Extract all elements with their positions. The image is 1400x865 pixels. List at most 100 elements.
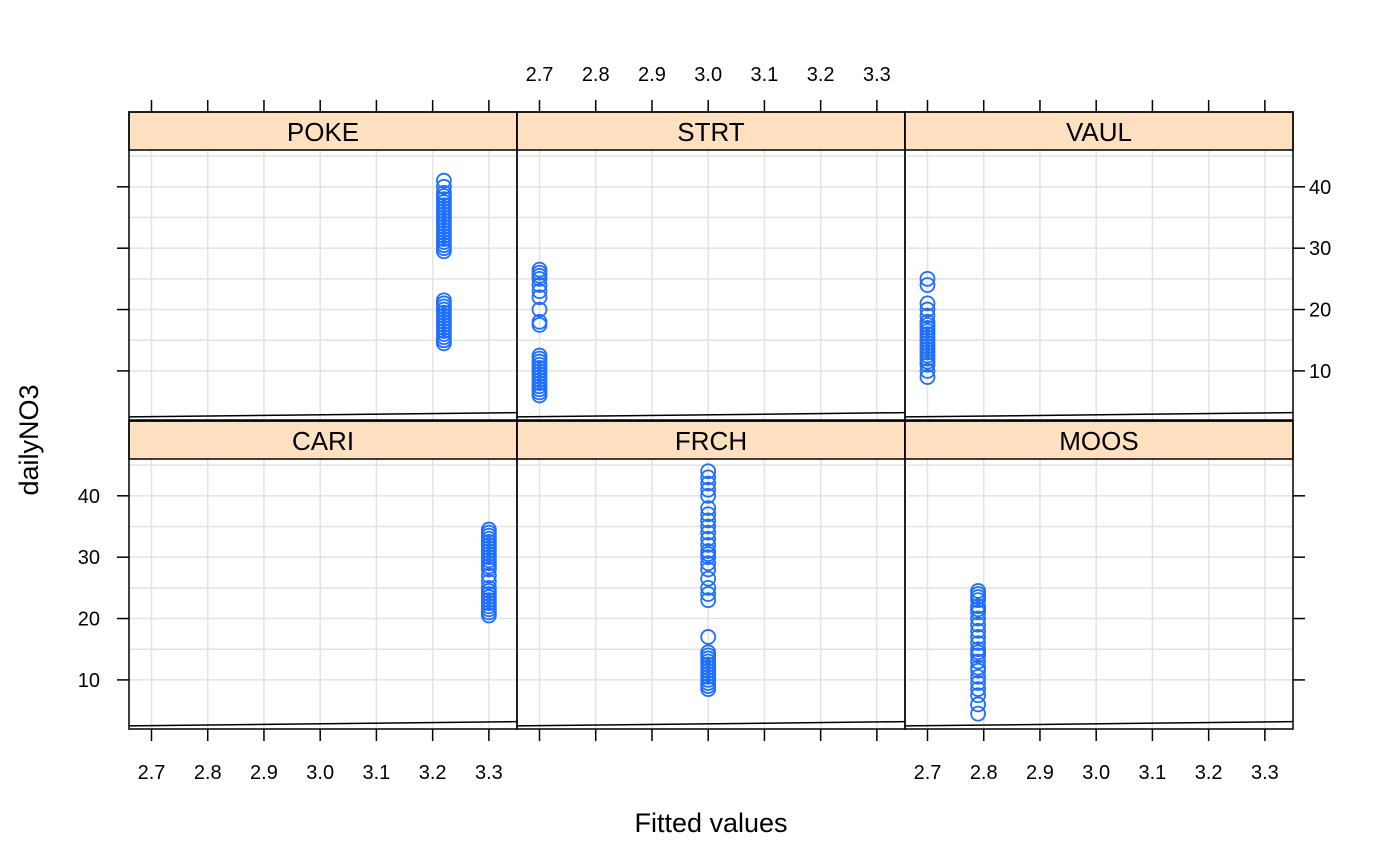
panel-border bbox=[128, 111, 518, 421]
data-point bbox=[700, 500, 717, 516]
data-point bbox=[531, 277, 548, 293]
data-point bbox=[700, 475, 717, 492]
data-point bbox=[700, 512, 717, 529]
strip-background bbox=[128, 420, 518, 460]
data-point bbox=[700, 524, 717, 541]
data-point bbox=[480, 579, 497, 596]
x-tick-label: 3.0 bbox=[1082, 762, 1110, 784]
fit-line bbox=[128, 720, 518, 727]
y-tick-label: 30 bbox=[1309, 238, 1331, 260]
data-point bbox=[970, 610, 987, 627]
strip-label-strt: STRT bbox=[677, 117, 745, 147]
data-point bbox=[531, 301, 548, 318]
data-point bbox=[919, 277, 936, 293]
panel-strt: STRT bbox=[516, 111, 906, 421]
data-point bbox=[700, 543, 717, 559]
data-point bbox=[700, 570, 717, 587]
data-point bbox=[700, 592, 717, 609]
data-point bbox=[919, 301, 936, 318]
data-point bbox=[919, 363, 936, 379]
x-tick-label: 3.3 bbox=[863, 64, 891, 86]
data-point bbox=[970, 635, 987, 651]
data-point bbox=[970, 583, 987, 599]
y-tick-label: 10 bbox=[1309, 361, 1331, 383]
axes-layer: 2.7 2.8 2.9 3.0 3.1 3.2 3.3 2.7 2.8 2.9 3.0 3.1 3.2 3… bbox=[78, 64, 1332, 784]
data-point bbox=[970, 659, 987, 676]
y-tick-label: 40 bbox=[1309, 177, 1331, 199]
data-point bbox=[531, 283, 548, 300]
data-point bbox=[970, 598, 987, 615]
y-tick-label: 20 bbox=[1309, 300, 1331, 322]
panel-border bbox=[516, 111, 906, 421]
data-point bbox=[970, 696, 987, 713]
strip-label-vaul: VAUL bbox=[1066, 117, 1132, 147]
x-tick-label: 2.8 bbox=[970, 762, 998, 784]
data-point bbox=[919, 307, 936, 324]
data-point bbox=[919, 295, 936, 312]
panels-layer: POKE STRT VAUL CARI FRCH MOOS bbox=[128, 111, 1294, 730]
data-point bbox=[700, 481, 717, 498]
data-point bbox=[435, 172, 452, 189]
data-point bbox=[700, 518, 717, 535]
data-point bbox=[435, 185, 452, 201]
data-point bbox=[480, 573, 497, 590]
x-tick-label: 3.3 bbox=[1251, 762, 1279, 784]
strip-background bbox=[904, 111, 1294, 151]
x-tick-label: 2.7 bbox=[138, 762, 166, 784]
data-point bbox=[531, 347, 548, 364]
fit-line bbox=[516, 411, 906, 418]
fit-line bbox=[904, 411, 1294, 418]
data-point bbox=[970, 616, 987, 633]
y-tick-label: 20 bbox=[78, 609, 100, 631]
x-tick-label: 2.7 bbox=[914, 762, 942, 784]
fit-line bbox=[128, 411, 518, 418]
data-point bbox=[970, 687, 987, 704]
panel-poke: POKE bbox=[128, 111, 518, 421]
data-point bbox=[700, 469, 717, 486]
data-point bbox=[970, 629, 987, 645]
panel-moos: MOOS bbox=[904, 420, 1294, 730]
x-axis-title: Fitted values bbox=[634, 808, 787, 838]
x-tick-label: 2.9 bbox=[638, 64, 666, 86]
x-tick-label: 2.8 bbox=[582, 64, 610, 86]
strip-label-cari: CARI bbox=[292, 426, 354, 456]
strip-background bbox=[904, 420, 1294, 460]
panel-vaul: VAUL bbox=[904, 111, 1294, 421]
y-tick-label: 10 bbox=[78, 670, 100, 692]
data-point bbox=[700, 530, 717, 547]
panel-border bbox=[904, 420, 1294, 730]
data-point bbox=[970, 668, 987, 685]
y-tick-label: 40 bbox=[78, 486, 100, 508]
x-tick-label: 3.1 bbox=[363, 762, 391, 784]
strip-label-frch: FRCH bbox=[675, 426, 747, 456]
data-point bbox=[700, 537, 717, 553]
data-point bbox=[970, 622, 987, 639]
fit-line bbox=[904, 720, 1294, 727]
panel-cari: CARI bbox=[128, 420, 518, 730]
data-point bbox=[970, 675, 987, 691]
strip-label-poke: POKE bbox=[287, 117, 359, 147]
panel-border bbox=[128, 420, 518, 730]
data-point bbox=[531, 313, 548, 330]
data-point bbox=[919, 369, 936, 385]
data-point bbox=[435, 292, 452, 309]
y-axis-title: dailyNO3 bbox=[14, 384, 44, 495]
panel-frch: FRCH bbox=[516, 420, 906, 730]
x-tick-label: 3.2 bbox=[807, 64, 835, 86]
x-tick-label: 3.3 bbox=[475, 762, 503, 784]
data-point bbox=[700, 561, 717, 578]
data-point bbox=[919, 313, 936, 330]
data-point bbox=[970, 705, 987, 722]
data-point bbox=[480, 521, 497, 538]
data-point bbox=[700, 506, 717, 523]
data-point bbox=[700, 463, 717, 480]
x-tick-label: 2.9 bbox=[1026, 762, 1054, 784]
y-tick-label: 30 bbox=[78, 547, 100, 569]
data-point bbox=[480, 567, 497, 584]
data-point bbox=[435, 178, 452, 195]
x-tick-label: 3.0 bbox=[306, 762, 334, 784]
data-point bbox=[531, 261, 548, 278]
data-point bbox=[919, 270, 936, 287]
data-point bbox=[970, 653, 987, 670]
